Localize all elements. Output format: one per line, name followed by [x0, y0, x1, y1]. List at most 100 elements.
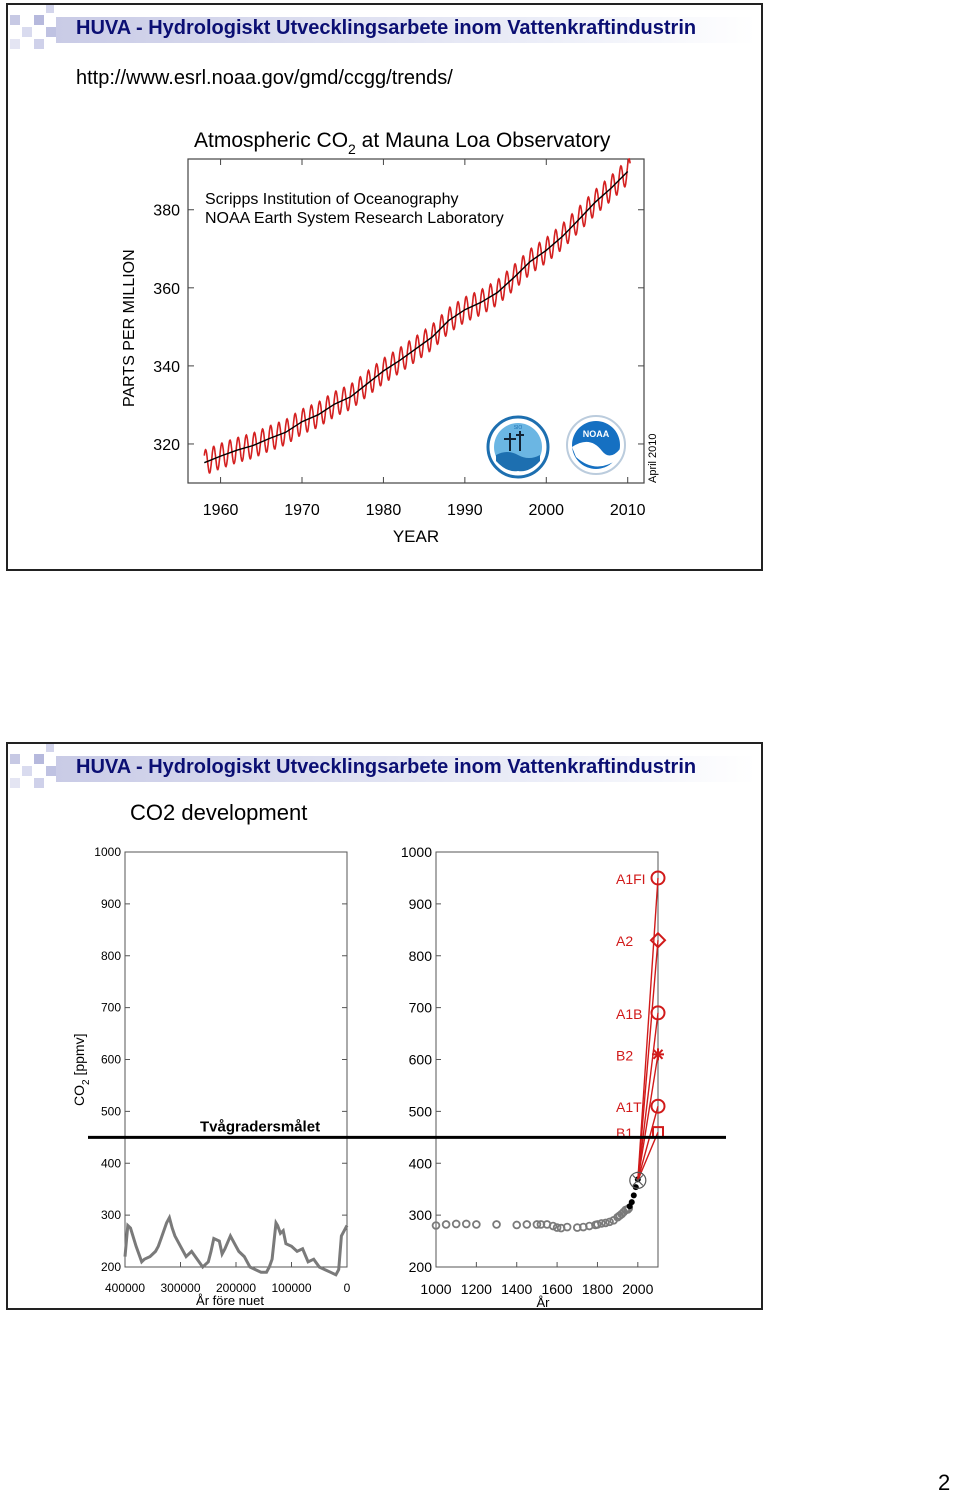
y-tick-label: 500 — [409, 1103, 433, 1119]
historic-point — [601, 1218, 610, 1228]
y-tick-label: 1000 — [401, 844, 432, 860]
y-axis-label: CO2 [ppmv] — [71, 1034, 92, 1106]
x-tick-label: 2000 — [528, 502, 564, 519]
scenario-marker-circle — [650, 1098, 666, 1114]
y-tick-label: 380 — [153, 203, 180, 220]
source-line-1: Scripps Institution of Oceanography — [205, 191, 458, 208]
y-tick-label: 400 — [101, 1156, 121, 1170]
scenario-label: A1T — [616, 1099, 642, 1115]
scenario-line — [637, 1054, 659, 1181]
x-tick-label: 100000 — [271, 1281, 311, 1295]
y-tick-label: 800 — [409, 948, 433, 964]
y-tick-label: 600 — [101, 1053, 121, 1067]
y-tick-label: 340 — [153, 359, 180, 376]
date-stamp: April 2010 — [647, 433, 659, 483]
y-tick-label: 1000 — [94, 845, 121, 859]
x-tick-label: 1990 — [447, 502, 483, 519]
scenario-line — [637, 940, 659, 1181]
scenario-marker-circle — [650, 870, 666, 886]
recent-point — [628, 1199, 635, 1206]
tick-labels: 1960 1970 1980 1990 2000 2010 320 340 360 380 — [153, 203, 645, 519]
x-tick-label: 0 — [344, 1281, 351, 1295]
y-tick-label: 900 — [101, 897, 121, 911]
y-tick-label: 200 — [101, 1260, 121, 1274]
slide-header: HUVA - Hydrologiskt Utvecklingsarbete in… — [8, 744, 761, 788]
recent-point — [630, 1192, 637, 1199]
ice-core-tick-labels: 200 300 400 500 600 700 800 900 1000 400000 300000… — [94, 845, 350, 1295]
plot-border — [124, 851, 348, 1268]
header-squares-decoration — [10, 744, 56, 788]
x-tick-label: 1800 — [582, 1281, 613, 1297]
mauna-loa-chart: Atmospheric CO2 at Mauna Loa Observatory… — [121, 129, 659, 546]
source-line-2: NOAA Earth System Research Laboratory — [205, 210, 504, 227]
ice-core-series — [123, 1213, 349, 1277]
slide-1: HUVA - Hydrologiskt Utvecklingsarbete in… — [6, 3, 763, 571]
monthly-seasonal-line — [203, 157, 631, 474]
x-tick-label: 2010 — [610, 502, 646, 519]
historic-points — [431, 1176, 641, 1233]
historic-point — [522, 1220, 532, 1229]
historic-tick-labels: 200 300 400 500 600 700 800 900 1000 1000 1200 1400… — [401, 844, 654, 1297]
x-tick-label: 1000 — [420, 1281, 451, 1297]
header-squares-decoration — [10, 5, 56, 49]
threshold-label: Tvågradersmålet — [200, 1118, 320, 1135]
x-tick-label: 1200 — [461, 1281, 492, 1297]
x-tick-label: 1970 — [284, 502, 320, 519]
source-url: http://www.esrl.noaa.gov/gmd/ccgg/trends… — [76, 67, 453, 89]
annual-trend-line — [204, 171, 629, 464]
historic-point — [548, 1221, 558, 1231]
x-tick-label: 300000 — [160, 1281, 200, 1295]
scenario-marker-star — [652, 1048, 664, 1061]
y-tick-label: 900 — [409, 896, 433, 912]
scenario-label: A2 — [616, 933, 633, 949]
historic-point — [593, 1220, 602, 1229]
sio-logo: SIO — [486, 415, 550, 479]
historic-point — [512, 1220, 522, 1230]
y-tick-label: 800 — [101, 949, 121, 963]
slide-title: CO2 development — [130, 800, 308, 825]
y-tick-label: 300 — [101, 1208, 121, 1222]
noaa-logo: NOAA — [566, 415, 626, 475]
historic-point — [492, 1220, 501, 1229]
x-tick-label: 400000 — [105, 1281, 145, 1295]
x-tick-label: 200000 — [216, 1281, 256, 1295]
scenario-line — [637, 877, 659, 1181]
start-marker — [629, 1171, 647, 1189]
y-tick-label: 700 — [101, 1001, 121, 1015]
y-axis-label: PARTS PER MILLION — [121, 249, 138, 407]
scenario-line — [637, 1012, 659, 1181]
slide-header: HUVA - Hydrologiskt Utvecklingsarbete in… — [8, 5, 761, 49]
historic-point — [441, 1220, 451, 1229]
x-axis-label: YEAR — [393, 527, 439, 546]
start-marker-cross — [632, 1174, 644, 1186]
historic-point — [532, 1220, 542, 1229]
scenario-label: A1FI — [616, 871, 646, 887]
x-tick-label: 1400 — [501, 1281, 532, 1297]
x-tick-label: 1960 — [203, 502, 239, 519]
historic-point — [605, 1217, 614, 1227]
y-tick-label: 320 — [153, 437, 180, 454]
y-tick-label: 300 — [409, 1207, 433, 1223]
historic-point — [431, 1221, 441, 1230]
svg-text:NOAA: NOAA — [583, 429, 610, 439]
right-x-axis-label: År — [537, 1295, 551, 1308]
ice-core-plot-frame — [124, 851, 348, 1268]
historic-point — [472, 1220, 481, 1229]
historic-point — [597, 1219, 606, 1228]
y-tick-label: 400 — [409, 1155, 433, 1171]
y-tick-label: 360 — [153, 281, 180, 298]
plot-border — [187, 158, 645, 484]
scenario-label: B2 — [616, 1047, 633, 1063]
x-tick-label: 1980 — [366, 502, 402, 519]
header-band — [56, 17, 756, 43]
historic-point — [562, 1222, 572, 1232]
header-title: HUVA - Hydrologiskt Utvecklingsarbete in… — [76, 17, 697, 39]
y-tick-label: 200 — [409, 1259, 433, 1275]
page-number: 2 — [938, 1470, 951, 1495]
plot-frame — [187, 158, 645, 484]
co2-development-charts: CO2 [ppmv] 200 300 400 500 600 700 800 900 1000 4… — [71, 844, 726, 1308]
historic-point — [552, 1223, 562, 1232]
y-tick-label: 500 — [101, 1104, 121, 1118]
scenario-label: A1B — [616, 1006, 642, 1022]
historic-point — [461, 1219, 471, 1229]
